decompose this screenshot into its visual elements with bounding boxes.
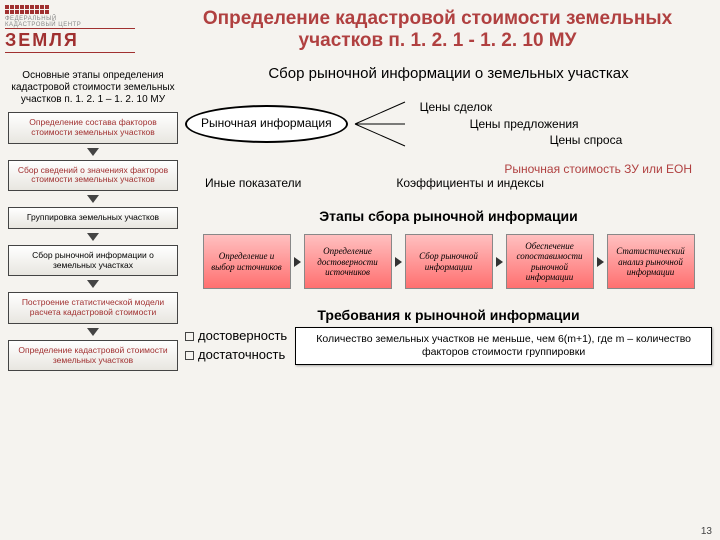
sidebar-step-6: Определение кадастровой стоимости земель… bbox=[8, 340, 178, 372]
stage-5: Статистический анализ рыночной информаци… bbox=[607, 234, 695, 289]
sidebar: Основные этапы определения кадастровой с… bbox=[8, 70, 178, 375]
price-item-2: Цены предложения bbox=[470, 116, 712, 133]
stage-1: Определение и выбор источников bbox=[203, 234, 291, 289]
indicators-row: Иные показатели Коэффициенты и индексы bbox=[205, 176, 712, 190]
logo-dot-grid bbox=[5, 5, 53, 14]
stage-3: Сбор рыночной информации bbox=[405, 234, 493, 289]
other-indicators: Иные показатели bbox=[205, 176, 301, 190]
arrow-right-icon bbox=[294, 257, 301, 267]
market-value-label: Рыночная стоимость ЗУ или ЕОН bbox=[185, 162, 692, 176]
page-title: Определение кадастровой стоимости земель… bbox=[160, 8, 715, 52]
arrow-down-icon bbox=[87, 148, 99, 156]
coefficients: Коэффициенты и индексы bbox=[396, 176, 544, 190]
section3-title: Требования к рыночной информации bbox=[185, 307, 712, 323]
arrow-down-icon bbox=[87, 328, 99, 336]
stage-4: Обеспечение сопоставимости рыночной инфо… bbox=[506, 234, 594, 289]
arrow-down-icon bbox=[87, 280, 99, 288]
logo-brand: ЗЕМЛЯ bbox=[5, 28, 135, 53]
requirements-row: достоверность достаточность Количество з… bbox=[185, 327, 712, 364]
req-bullet-2: достаточность bbox=[185, 346, 287, 364]
price-list: Цены сделок Цены предложения Цены спроса bbox=[420, 99, 712, 149]
arrow-down-icon bbox=[87, 233, 99, 241]
market-info-row: Рыночная информация Цены сделок Цены пре… bbox=[185, 94, 712, 154]
sidebar-step-3: Группировка земельных участков bbox=[8, 207, 178, 229]
arrow-down-icon bbox=[87, 195, 99, 203]
market-info-oval: Рыночная информация bbox=[185, 105, 348, 143]
stage-2: Определение достоверности источников bbox=[304, 234, 392, 289]
arrow-right-icon bbox=[597, 257, 604, 267]
branch-lines-icon bbox=[350, 94, 410, 154]
price-item-3: Цены спроса bbox=[550, 132, 712, 149]
section1-title: Сбор рыночной информации о земельных уча… bbox=[185, 65, 712, 82]
arrow-right-icon bbox=[395, 257, 402, 267]
sidebar-step-5: Построение статистической модели расчета… bbox=[8, 292, 178, 324]
sidebar-step-4: Сбор рыночной информации о земельных уча… bbox=[8, 245, 178, 277]
req-bullet-1: достоверность bbox=[185, 327, 287, 345]
requirements-note: Количество земельных участков не меньше,… bbox=[295, 327, 712, 364]
requirements-list: достоверность достаточность bbox=[185, 327, 287, 363]
price-item-1: Цены сделок bbox=[420, 99, 712, 116]
sidebar-step-1: Определение состава факторов стоимости з… bbox=[8, 112, 178, 144]
logo: ФЕДЕРАЛЬНЫЙ КАДАСТРОВЫЙ ЦЕНТР ЗЕМЛЯ bbox=[5, 5, 135, 53]
sidebar-heading: Основные этапы определения кадастровой с… bbox=[8, 70, 178, 106]
section2-title: Этапы сбора рыночной информации bbox=[185, 208, 712, 224]
arrow-right-icon bbox=[496, 257, 503, 267]
checkbox-icon bbox=[185, 332, 194, 341]
page-number: 13 bbox=[701, 526, 712, 537]
stages-flow: Определение и выбор источников Определен… bbox=[185, 234, 712, 289]
main-content: Сбор рыночной информации о земельных уча… bbox=[185, 65, 712, 365]
sidebar-step-2: Сбор сведений о значениях факторов стоим… bbox=[8, 160, 178, 192]
checkbox-icon bbox=[185, 351, 194, 360]
